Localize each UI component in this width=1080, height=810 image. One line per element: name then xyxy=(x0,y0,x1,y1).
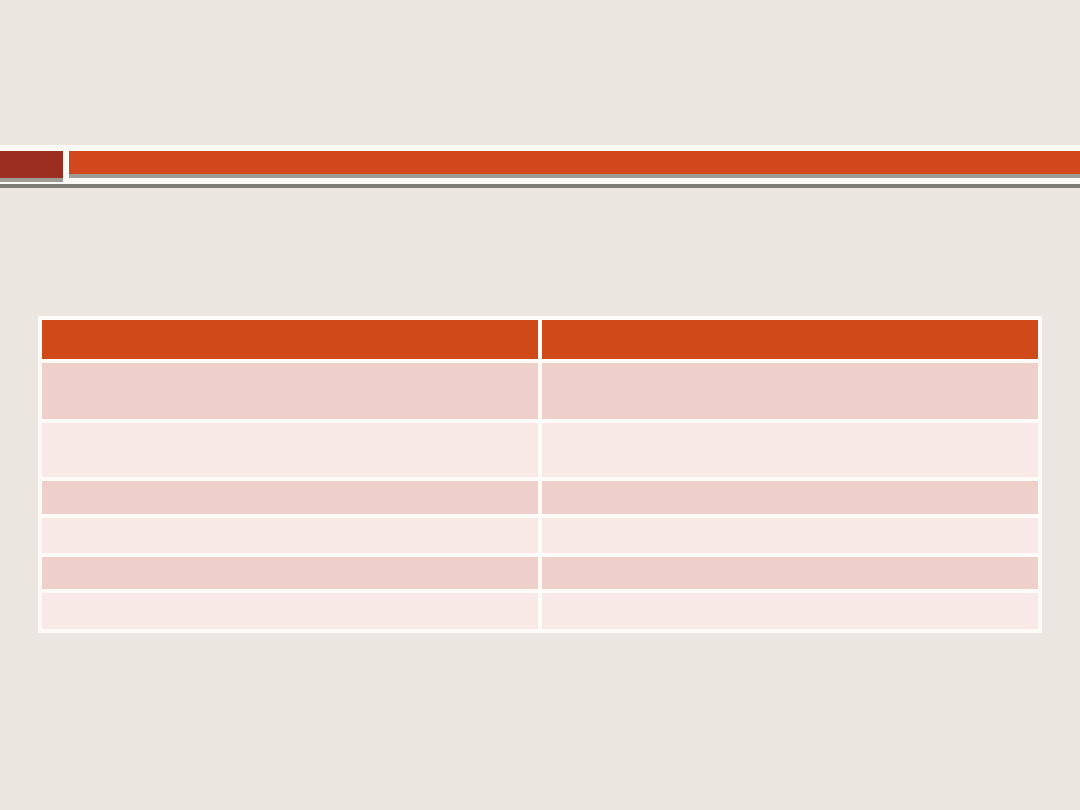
table-row xyxy=(42,423,1038,477)
table-row xyxy=(42,363,1038,419)
table-row xyxy=(42,593,1038,629)
table-cell xyxy=(542,423,1038,477)
table-row xyxy=(42,481,1038,514)
table-row xyxy=(42,518,1038,553)
table-header-row xyxy=(42,320,1038,359)
table-header-cell-2 xyxy=(542,320,1038,359)
title-accent-block xyxy=(0,151,63,182)
table-cell xyxy=(542,557,1038,589)
content-table xyxy=(38,316,1042,633)
table-cell xyxy=(542,518,1038,553)
table-cell xyxy=(542,363,1038,419)
table-cell xyxy=(42,557,538,589)
table-cell xyxy=(42,518,538,553)
table-cell xyxy=(42,423,538,477)
table-header-cell-1 xyxy=(42,320,538,359)
table-row xyxy=(42,557,1038,589)
title-rule-line xyxy=(0,184,1080,188)
table-cell xyxy=(42,593,538,629)
table-cell xyxy=(542,593,1038,629)
table-cell xyxy=(542,481,1038,514)
table-cell xyxy=(42,481,538,514)
slide-title-bar xyxy=(69,151,1080,178)
table-cell xyxy=(42,363,538,419)
